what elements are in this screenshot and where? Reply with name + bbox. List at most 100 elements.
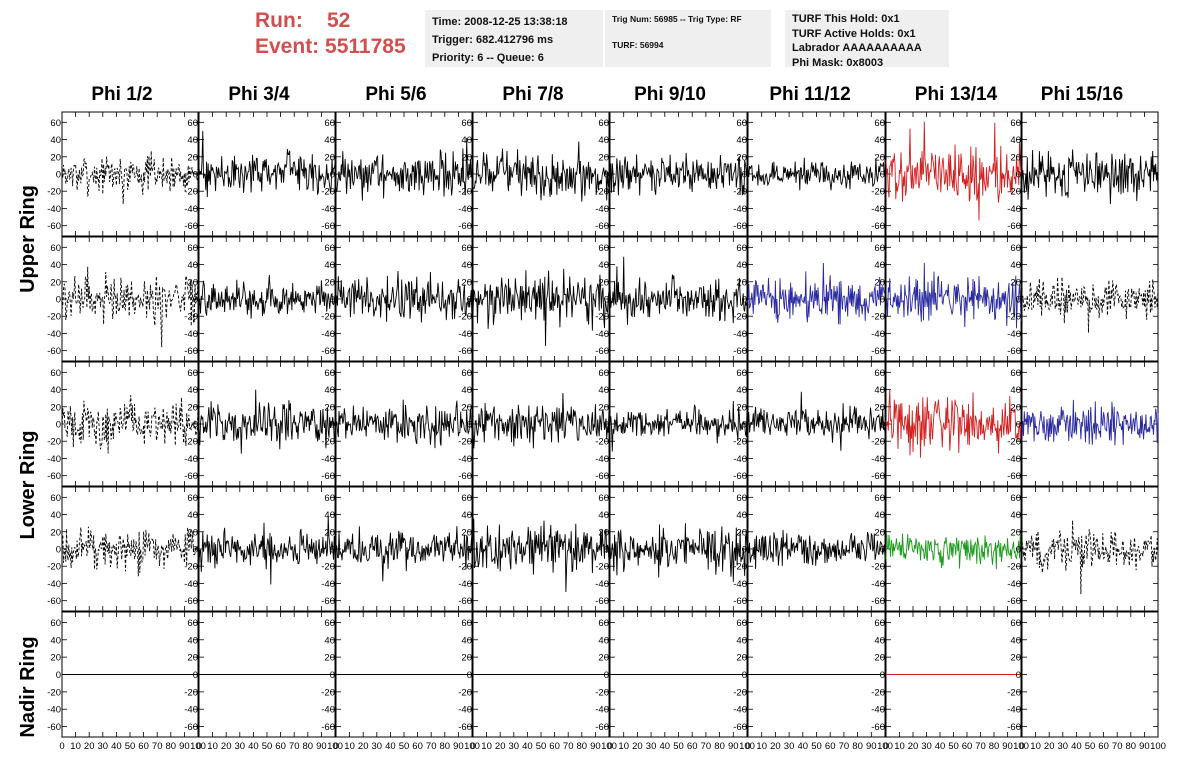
y-tick-label: 20 bbox=[1010, 653, 1021, 664]
x-tick-label: 30 bbox=[646, 741, 657, 752]
time-text: Time: 2008-12-25 13:38:18 bbox=[432, 16, 568, 28]
y-tick-label: 40 bbox=[736, 385, 747, 396]
y-tick-label: 60 bbox=[187, 493, 198, 504]
y-tick-label: 0 bbox=[467, 295, 472, 306]
y-tick-label: -20 bbox=[595, 437, 609, 448]
y-tick-label: 0 bbox=[1016, 170, 1021, 181]
y-tick-label: 0 bbox=[880, 420, 885, 431]
x-tick-label: 40 bbox=[248, 741, 259, 752]
y-tick-label: 0 bbox=[56, 545, 61, 556]
y-tick-label: -60 bbox=[733, 722, 747, 733]
y-tick-label: -40 bbox=[595, 579, 609, 590]
time-info-box: Time: 2008-12-25 13:38:18 Trigger: 682.4… bbox=[425, 10, 603, 67]
x-tick-label: 70 bbox=[839, 741, 850, 752]
y-tick-label: 40 bbox=[736, 260, 747, 271]
x-tick-label: 90 bbox=[1002, 741, 1013, 752]
panel-frame bbox=[1021, 611, 1159, 738]
y-tick-label: 20 bbox=[324, 653, 335, 664]
y-tick-label: -20 bbox=[458, 437, 472, 448]
y-tick-label: 40 bbox=[461, 260, 472, 271]
y-tick-label: -40 bbox=[733, 705, 747, 716]
x-tick-label: 40 bbox=[660, 741, 671, 752]
y-tick-label: 40 bbox=[736, 635, 747, 646]
x-tick-label: 10 bbox=[894, 741, 905, 752]
y-tick-label: 60 bbox=[598, 368, 609, 379]
y-tick-label: 60 bbox=[874, 118, 885, 129]
y-tick-label: -60 bbox=[871, 722, 885, 733]
turf-info-box: TURF This Hold: 0x1 TURF Active Holds: 0… bbox=[785, 10, 949, 69]
waveform-trace bbox=[335, 270, 473, 325]
y-tick-label: 60 bbox=[324, 368, 335, 379]
y-tick-label: 40 bbox=[461, 385, 472, 396]
y-tick-label: -20 bbox=[733, 187, 747, 198]
y-tick-label: 40 bbox=[874, 385, 885, 396]
x-tick-label: 40 bbox=[522, 741, 533, 752]
x-tick-label: 30 bbox=[784, 741, 795, 752]
y-tick-label: -40 bbox=[321, 454, 335, 465]
y-tick-label: 60 bbox=[461, 618, 472, 629]
y-tick-label: 0 bbox=[742, 420, 747, 431]
x-tick-label: 100 bbox=[464, 741, 480, 752]
y-tick-label: -60 bbox=[733, 596, 747, 607]
y-tick-label: 0 bbox=[880, 670, 885, 681]
y-tick-label: 60 bbox=[187, 618, 198, 629]
y-tick-label: -60 bbox=[321, 596, 335, 607]
y-tick-label: 20 bbox=[461, 402, 472, 413]
waveform-trace bbox=[609, 400, 748, 452]
y-tick-label: -60 bbox=[321, 471, 335, 482]
y-tick-label: 20 bbox=[736, 527, 747, 538]
y-tick-label: -20 bbox=[321, 687, 335, 698]
y-tick-label: -40 bbox=[458, 329, 472, 340]
y-tick-label: 60 bbox=[736, 493, 747, 504]
y-tick-label: -20 bbox=[321, 562, 335, 573]
y-tick-label: 20 bbox=[461, 653, 472, 664]
y-tick-label: -20 bbox=[321, 312, 335, 323]
y-tick-label: -20 bbox=[47, 687, 61, 698]
y-tick-label: -20 bbox=[47, 312, 61, 323]
y-tick-label: -40 bbox=[47, 204, 61, 215]
y-tick-label: -20 bbox=[595, 562, 609, 573]
y-tick-label: 0 bbox=[193, 170, 198, 181]
y-tick-label: -20 bbox=[47, 187, 61, 198]
y-tick-label: 60 bbox=[461, 243, 472, 254]
x-tick-label: 50 bbox=[673, 741, 684, 752]
y-tick-label: 20 bbox=[598, 527, 609, 538]
y-tick-label: -60 bbox=[47, 471, 61, 482]
y-tick-label: 40 bbox=[50, 260, 61, 271]
y-tick-label: 60 bbox=[598, 493, 609, 504]
y-tick-label: -20 bbox=[1007, 187, 1021, 198]
y-tick-label: -60 bbox=[47, 221, 61, 232]
x-tick-label: 40 bbox=[935, 741, 946, 752]
y-tick-label: 20 bbox=[1010, 402, 1021, 413]
y-tick-label: 20 bbox=[324, 152, 335, 163]
y-tick-label: 0 bbox=[330, 420, 335, 431]
y-tick-label: 0 bbox=[330, 170, 335, 181]
y-tick-label: -20 bbox=[595, 312, 609, 323]
y-tick-label: -20 bbox=[733, 312, 747, 323]
y-tick-label: -20 bbox=[47, 437, 61, 448]
waveform-trace bbox=[747, 391, 886, 451]
y-tick-label: -60 bbox=[458, 221, 472, 232]
waveform-trace bbox=[198, 130, 336, 198]
y-tick-label: -40 bbox=[1007, 329, 1021, 340]
y-tick-label: -40 bbox=[458, 705, 472, 716]
y-tick-label: 20 bbox=[187, 277, 198, 288]
y-tick-label: -60 bbox=[1007, 221, 1021, 232]
y-tick-label: -20 bbox=[595, 187, 609, 198]
y-tick-label: 20 bbox=[187, 653, 198, 664]
x-tick-label: 0 bbox=[59, 741, 64, 752]
y-tick-label: 20 bbox=[187, 527, 198, 538]
y-tick-label: 0 bbox=[604, 545, 609, 556]
y-tick-label: 0 bbox=[1016, 420, 1021, 431]
phi-mask-text: Phi Mask: 0x8003 bbox=[792, 56, 884, 69]
x-tick-label: 30 bbox=[372, 741, 383, 752]
y-tick-label: -40 bbox=[595, 705, 609, 716]
y-tick-label: 60 bbox=[50, 118, 61, 129]
x-tick-label: 50 bbox=[811, 741, 822, 752]
y-tick-label: 0 bbox=[330, 295, 335, 306]
y-tick-label: -60 bbox=[1007, 596, 1021, 607]
y-tick-label: 60 bbox=[50, 618, 61, 629]
y-tick-label: -60 bbox=[458, 596, 472, 607]
x-tick-label: 70 bbox=[701, 741, 712, 752]
y-tick-label: 0 bbox=[193, 545, 198, 556]
